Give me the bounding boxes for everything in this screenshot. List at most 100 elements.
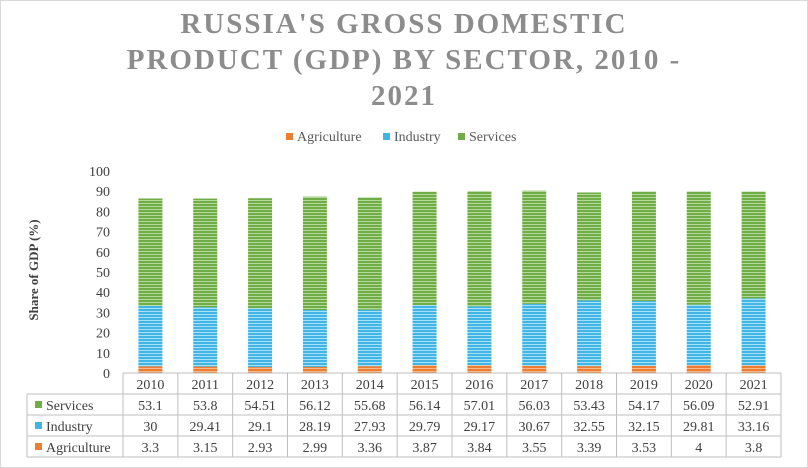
table-cell-agriculture: 4 <box>695 441 702 456</box>
bar-industry-2017 <box>522 303 547 366</box>
bar-agriculture-2015 <box>412 365 437 373</box>
table-cell-agriculture: 3.36 <box>358 441 383 456</box>
table-row-label-industry: Industry <box>46 420 93 435</box>
y-tick-label: 20 <box>96 327 110 342</box>
table-cell-agriculture: 3.15 <box>193 441 218 456</box>
x-tick-label: 2010 <box>136 378 164 393</box>
table-cell-industry: 32.15 <box>628 420 660 435</box>
bar-services-2015 <box>412 191 437 306</box>
table-cell-services: 56.12 <box>299 399 331 414</box>
table-cell-services: 56.03 <box>519 399 551 414</box>
legend: Agriculture Industry Services <box>286 130 516 145</box>
x-tick-label: 2020 <box>685 378 713 393</box>
legend-swatch-industry <box>383 133 390 140</box>
table-cell-services: 54.17 <box>628 399 660 414</box>
bar-agriculture-2019 <box>631 365 656 373</box>
chart-title-line-3: 2021 <box>371 80 437 112</box>
y-tick-label: 0 <box>103 367 110 382</box>
table-cell-agriculture: 3.87 <box>412 441 437 456</box>
y-axis-label: Share of GDP (%) <box>26 219 41 320</box>
legend-label-agriculture: Agriculture <box>297 130 362 145</box>
bar-industry-2011 <box>193 307 218 367</box>
bar-services-2019 <box>631 191 656 301</box>
table-cell-services: 52.91 <box>738 399 770 414</box>
x-tick-label: 2017 <box>520 378 548 393</box>
x-tick-label: 2016 <box>465 378 493 393</box>
bar-industry-2015 <box>412 305 437 366</box>
table-cell-industry: 29.79 <box>409 420 441 435</box>
y-tick-label: 10 <box>96 347 110 362</box>
bar-agriculture-2021 <box>741 365 766 373</box>
bar-industry-2016 <box>467 306 492 366</box>
chart-title-line-1: RUSSIA'S GROSS DOMESTIC <box>180 8 628 40</box>
bar-industry-2018 <box>577 300 602 367</box>
table-cell-agriculture: 3.84 <box>467 441 492 456</box>
y-tick-label: 50 <box>96 266 110 281</box>
x-tick-label: 2021 <box>740 378 768 393</box>
bar-services-2013 <box>302 196 327 311</box>
table-cell-agriculture: 2.93 <box>248 441 273 456</box>
x-tick-label: 2013 <box>301 378 329 393</box>
y-tick-label: 90 <box>96 185 110 200</box>
table-cell-industry: 32.55 <box>573 420 605 435</box>
chart-title-line-2: PRODUCT (GDP) BY SECTOR, 2010 - <box>126 44 682 76</box>
legend-label-services: Services <box>469 130 516 145</box>
x-tick-label: 2015 <box>411 378 439 393</box>
y-tick-label: 30 <box>96 306 110 321</box>
table-legend-key-industry <box>35 422 42 429</box>
bar-agriculture-2012 <box>248 367 273 373</box>
bar-services-2020 <box>686 191 711 305</box>
x-tick-label: 2012 <box>246 378 274 393</box>
bar-industry-2013 <box>302 310 327 367</box>
bar-agriculture-2020 <box>686 364 711 373</box>
table-cell-services: 53.43 <box>573 399 605 414</box>
table-cell-agriculture: 2.99 <box>303 441 328 456</box>
table-cell-agriculture: 3.3 <box>142 441 160 456</box>
table-cell-agriculture: 3.39 <box>577 441 602 456</box>
y-axis-ticks: 0 10 20 30 40 50 60 70 80 90 100 <box>89 165 110 382</box>
table-cell-industry: 30.67 <box>519 420 551 435</box>
bar-services-2012 <box>248 198 273 309</box>
bar-industry-2021 <box>741 298 766 366</box>
x-tick-label: 2011 <box>192 378 219 393</box>
table-row-label-agriculture: Agriculture <box>46 441 111 456</box>
table-cell-industry: 27.93 <box>354 420 386 435</box>
bar-services-2021 <box>741 191 766 299</box>
x-tick-label: 2014 <box>356 378 384 393</box>
bar-industry-2019 <box>631 300 656 366</box>
table-cell-services: 54.51 <box>244 399 276 414</box>
table-cell-industry: 28.19 <box>299 420 331 435</box>
bar-services-2014 <box>357 197 382 310</box>
data-table: 2010 2011 2012 2013 2014 2015 2016 2017 2018 2019… <box>26 372 782 458</box>
legend-label-industry: Industry <box>394 130 441 145</box>
x-tick-label: 2019 <box>630 378 658 393</box>
table-cell-industry: 33.16 <box>738 420 770 435</box>
table-cell-services: 53.1 <box>138 399 163 414</box>
chart-title: RUSSIA'S GROSS DOMESTIC PRODUCT (GDP) BY… <box>0 6 808 114</box>
table-cell-industry: 29.81 <box>683 420 715 435</box>
bar-industry-2020 <box>686 304 711 365</box>
table-row-label-services: Services <box>46 399 93 414</box>
x-tick-label: 2018 <box>575 378 603 393</box>
table-cell-services: 55.68 <box>354 399 386 414</box>
y-tick-label: 60 <box>96 246 110 261</box>
table-cell-industry: 29.41 <box>190 420 222 435</box>
bar-services-2011 <box>193 198 218 308</box>
table-cell-agriculture: 3.8 <box>745 441 763 456</box>
bar-agriculture-2011 <box>193 366 218 373</box>
bar-services-2018 <box>577 192 602 301</box>
table-cell-services: 53.8 <box>193 399 218 414</box>
bar-industry-2012 <box>248 308 273 368</box>
table-cell-industry: 29.1 <box>248 420 273 435</box>
bar-services-2017 <box>522 190 547 304</box>
bar-industry-2010 <box>138 305 163 367</box>
table-cell-industry: 30 <box>143 420 157 435</box>
table-cell-agriculture: 3.53 <box>632 441 657 456</box>
y-tick-label: 70 <box>96 226 110 241</box>
bar-agriculture-2017 <box>522 365 547 373</box>
bar-industry-2014 <box>357 309 382 367</box>
y-tick-label: 80 <box>96 205 110 220</box>
table-legend-key-agriculture <box>35 443 42 450</box>
